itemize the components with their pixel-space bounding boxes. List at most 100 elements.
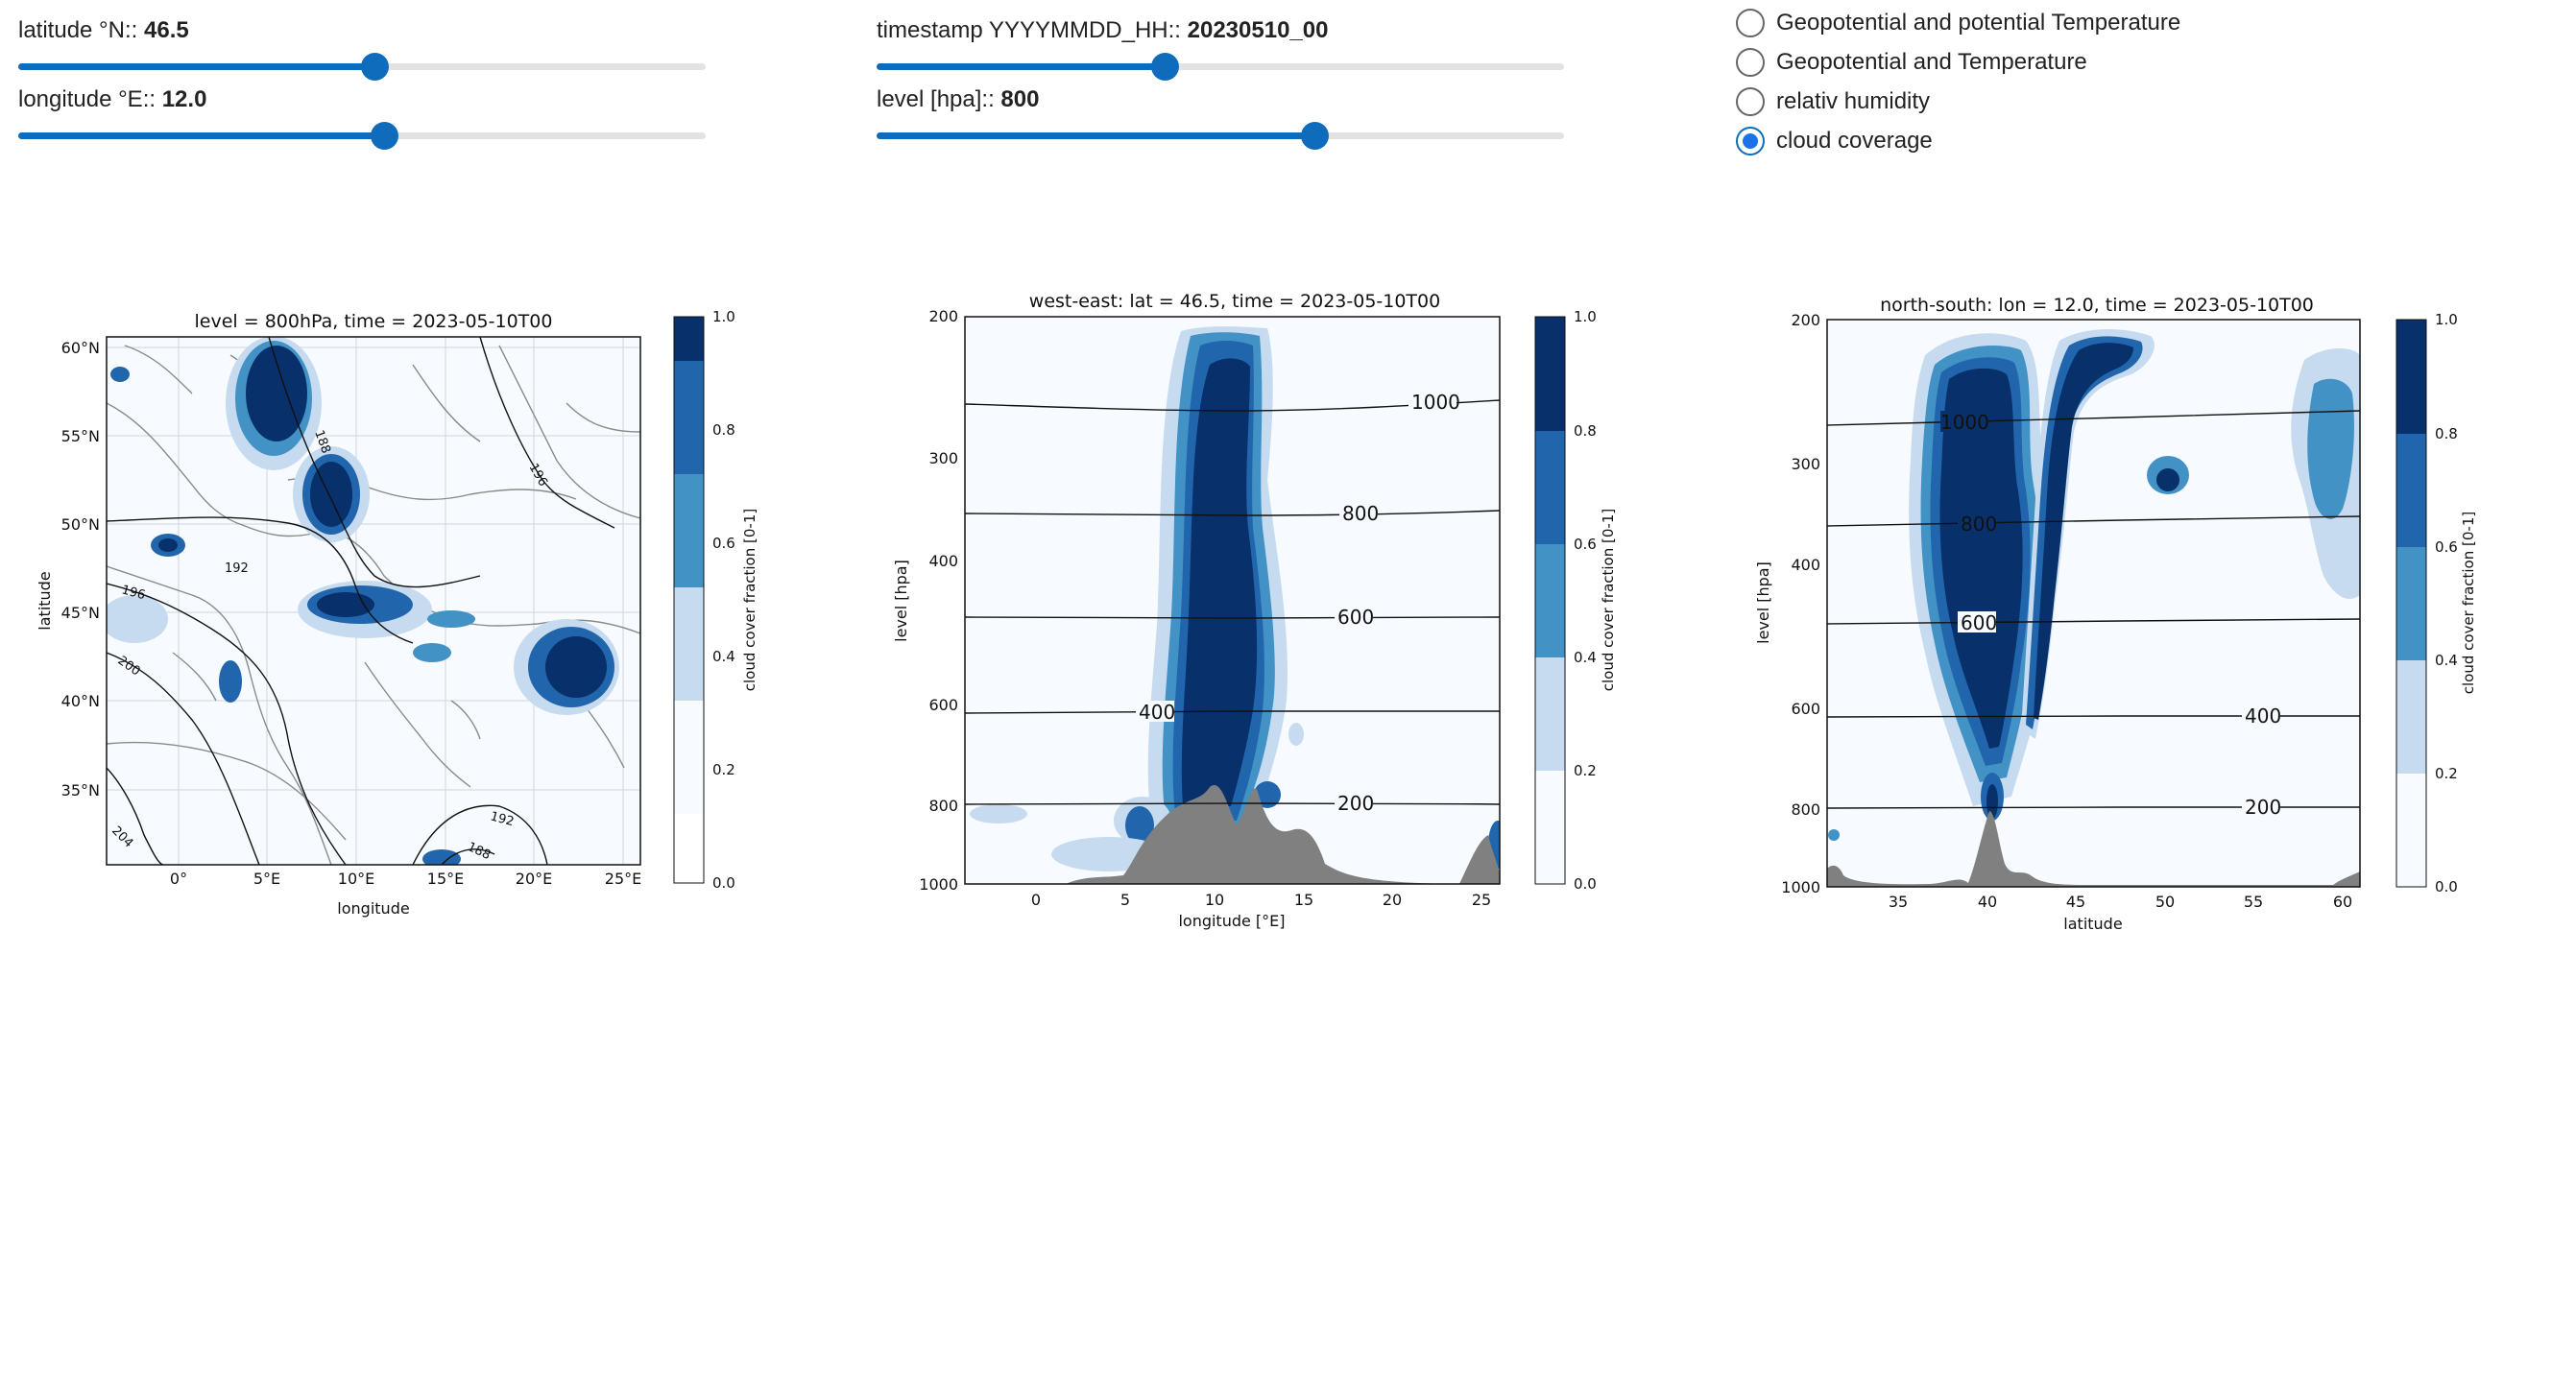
map-contour-label: 192 (489, 809, 516, 829)
map-ytick: 60°N (61, 339, 100, 357)
west-east-ytick: 800 (928, 797, 958, 815)
west-east-yticks: 200 300 400 600 800 1000 (919, 307, 958, 894)
west-east-xtick: 15 (1294, 891, 1313, 909)
longitude-slider[interactable] (18, 122, 706, 150)
colorbar-tick: 0.6 (712, 535, 735, 552)
map-ytick: 45°N (61, 604, 100, 622)
option-label: Geopotential and potential Temperature (1776, 10, 2181, 36)
north-south-colorbar: 0.0 0.2 0.4 0.6 0.8 1.0 cloud cover frac… (2395, 311, 2477, 895)
west-east-contour-label: 600 (1337, 606, 1374, 629)
north-south-section-plot: north-south: lon = 12.0, time = 2023-05-… (1754, 295, 2477, 933)
west-east-ytick: 300 (928, 449, 958, 467)
option-relativ-humidity[interactable]: relativ humidity (1736, 87, 1930, 116)
west-east-ytick: 200 (928, 307, 958, 325)
colorbar-tick: 0.4 (1574, 649, 1597, 666)
latitude-slider-handle[interactable] (361, 53, 389, 81)
option-label: cloud coverage (1776, 128, 1933, 154)
level-slider-label: level [hpa]:: 800 (877, 86, 1040, 112)
colorbar-tick: 0.2 (2435, 765, 2458, 782)
west-east-section-plot: west-east: lat = 46.5, time = 2023-05-10… (892, 291, 1617, 930)
option-cloud-coverage[interactable]: cloud coverage (1736, 127, 1933, 155)
map-cloud-field (107, 337, 619, 865)
latitude-slider[interactable] (18, 53, 706, 81)
colorbar-tick: 1.0 (1574, 308, 1597, 325)
west-east-title: west-east: lat = 46.5, time = 2023-05-10… (1029, 291, 1440, 312)
north-south-contour-label: 400 (2245, 704, 2281, 728)
longitude-slider-handle[interactable] (371, 122, 398, 150)
north-south-ytick: 300 (1791, 455, 1820, 473)
west-east-xtick: 0 (1031, 891, 1041, 909)
north-south-ytick: 600 (1791, 700, 1820, 718)
colorbar-tick: 0.6 (2435, 538, 2458, 556)
timestamp-slider-handle[interactable] (1151, 53, 1179, 81)
colorbar-tick: 0.8 (712, 421, 735, 439)
north-south-xtick: 60 (2333, 893, 2352, 911)
timestamp-slider[interactable] (877, 53, 1564, 81)
west-east-ytick: 1000 (919, 875, 958, 894)
map-xtick: 15°E (427, 870, 464, 888)
north-south-contour-label: 800 (1961, 513, 1997, 536)
colorbar-tick: 1.0 (2435, 311, 2458, 328)
level-slider-fill (877, 132, 1314, 139)
colorbar-tick: 0.0 (712, 874, 735, 892)
colorbar-tick: 0.0 (1574, 875, 1597, 893)
map-title: level = 800hPa, time = 2023-05-10T00 (195, 311, 553, 332)
timestamp-slider-group: timestamp YYYYMMDD_HH:: 20230510_00 (877, 17, 1568, 81)
map-contour-labels: 188 192 196 200 204 188 192 196 (108, 428, 550, 863)
north-south-title: north-south: lon = 12.0, time = 2023-05-… (1880, 295, 2314, 316)
map-xtick: 5°E (253, 870, 280, 888)
west-east-xlabel: longitude [°E] (1178, 912, 1285, 930)
north-south-contour-labels: 1000 800 600 400 200 (1940, 411, 2281, 819)
north-south-xticks: 35 40 45 50 55 60 (1889, 893, 2352, 911)
option-geopotential-temperature[interactable]: Geopotential and Temperature (1736, 48, 2087, 77)
map-ytick: 55°N (61, 427, 100, 445)
level-slider-group: level [hpa]:: 800 (877, 86, 1568, 150)
option-label: relativ humidity (1776, 88, 1931, 114)
west-east-colorbar: 0.0 0.2 0.4 0.6 0.8 1.0 cloud cover frac… (1534, 308, 1617, 893)
radio-button[interactable] (1736, 48, 1765, 77)
map-xtick: 0° (170, 870, 187, 888)
level-slider[interactable] (877, 122, 1564, 150)
north-south-xtick: 40 (1978, 893, 1997, 911)
colorbar-tick: 0.4 (712, 648, 735, 665)
longitude-value: 12.0 (161, 86, 207, 112)
colorbar-tick: 0.2 (1574, 762, 1597, 779)
west-east-contour-label: 400 (1139, 701, 1175, 724)
level-slider-handle[interactable] (1301, 122, 1329, 150)
radio-button[interactable] (1736, 9, 1765, 37)
timestamp-value: 20230510_00 (1187, 17, 1329, 43)
west-east-ytick: 400 (928, 552, 958, 570)
west-east-xtick: 10 (1205, 891, 1224, 909)
west-east-xticks: 0 5 10 15 20 25 (1031, 891, 1491, 909)
option-geopotential-potential-temperature[interactable]: Geopotential and potential Temperature (1736, 9, 2180, 37)
latitude-value: 46.5 (144, 17, 189, 43)
map-contour-label: 196 (120, 583, 147, 603)
west-east-contour-labels: 1000 800 600 400 200 (1136, 391, 1460, 815)
radio-button[interactable] (1736, 87, 1765, 116)
map-xlabel: longitude (337, 899, 409, 918)
west-east-frame (964, 316, 1501, 885)
level-value: 800 (1000, 86, 1040, 112)
option-label: Geopotential and Temperature (1776, 49, 2087, 75)
colorbar-tick: 0.2 (712, 761, 735, 778)
latitude-slider-label: latitude °N:: 46.5 (18, 17, 189, 43)
longitude-slider-group: longitude °E:: 12.0 (18, 86, 710, 150)
map-yticks: 60°N 55°N 50°N 45°N 40°N 35°N (61, 339, 100, 799)
map-geopotential-contours (107, 337, 615, 865)
colorbar-label: cloud cover fraction [0-1] (2460, 512, 2477, 694)
map-xticks: 0° 5°E 10°E 15°E 20°E 25°E (170, 870, 641, 888)
colorbar-label: cloud cover fraction [0-1] (1600, 509, 1617, 691)
radio-button-selected[interactable] (1736, 127, 1765, 155)
colorbar-tick: 0.8 (1574, 422, 1597, 440)
map-ytick: 35°N (61, 781, 100, 799)
north-south-ytick: 1000 (1781, 878, 1820, 896)
west-east-terrain (965, 785, 1500, 884)
map-xtick: 25°E (605, 870, 641, 888)
west-east-contours (965, 399, 1500, 805)
north-south-frame (1826, 319, 2361, 888)
north-south-contour-label: 600 (1961, 611, 1997, 634)
north-south-xtick: 50 (2155, 893, 2175, 911)
latitude-slider-fill (18, 63, 374, 70)
map-xtick: 10°E (338, 870, 374, 888)
colorbar-tick: 0.6 (1574, 536, 1597, 553)
